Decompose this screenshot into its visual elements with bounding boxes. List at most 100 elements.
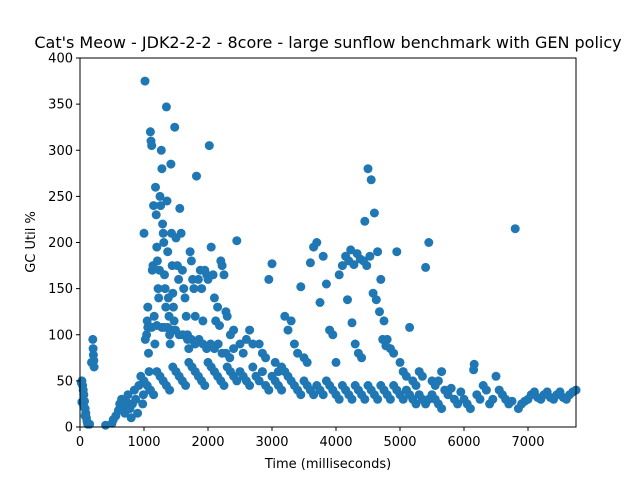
data-point <box>200 381 210 390</box>
data-point <box>232 376 242 386</box>
data-point <box>149 390 159 400</box>
data-point <box>257 367 267 377</box>
data-point <box>149 201 159 211</box>
y-axis-label: GC Util % <box>24 211 39 273</box>
data-point <box>411 381 421 390</box>
data-point <box>254 376 264 386</box>
data-point <box>179 284 189 294</box>
y-tick-label: 50 <box>56 374 73 389</box>
data-point <box>177 265 187 275</box>
data-point <box>469 359 479 369</box>
data-point <box>229 325 239 335</box>
data-point <box>488 394 498 404</box>
data-point <box>142 316 152 326</box>
x-tick-label: 3000 <box>255 435 288 450</box>
data-point <box>123 390 133 400</box>
data-point <box>88 344 98 354</box>
data-point <box>80 411 90 421</box>
data-point <box>156 145 166 155</box>
data-point <box>168 288 178 298</box>
data-point <box>360 394 370 404</box>
data-point <box>158 228 168 238</box>
data-point <box>238 348 248 358</box>
data-point <box>375 307 384 317</box>
data-point <box>302 357 312 367</box>
data-point <box>309 390 319 400</box>
data-point <box>248 362 258 372</box>
data-point <box>175 203 185 213</box>
data-point <box>318 251 328 261</box>
data-point <box>85 419 95 429</box>
data-point <box>156 201 166 211</box>
data-point <box>401 371 411 381</box>
data-point <box>213 302 223 312</box>
data-point <box>296 390 306 400</box>
data-point <box>371 295 381 305</box>
data-point <box>180 293 190 303</box>
x-axis-ticks: 0 1000 2000 3000 4000 5000 6000 7000 <box>76 427 545 450</box>
data-point <box>153 284 163 294</box>
data-point <box>437 367 447 377</box>
data-point <box>160 284 170 294</box>
data-point <box>161 302 171 312</box>
data-point <box>229 344 239 354</box>
data-point <box>235 339 245 349</box>
data-point <box>174 274 184 284</box>
data-point <box>437 404 447 414</box>
y-axis-ticks: 0 50 100 150 200 250 300 350 400 <box>48 52 80 436</box>
data-point <box>373 247 383 257</box>
data-point <box>481 385 491 395</box>
data-point <box>343 295 352 305</box>
data-point <box>267 259 277 269</box>
x-tick-label: 7000 <box>511 435 544 450</box>
data-point <box>162 196 172 206</box>
data-point <box>169 316 179 326</box>
data-point <box>232 236 242 246</box>
x-tick-label: 6000 <box>447 435 480 450</box>
data-point <box>334 394 344 404</box>
data-point <box>491 371 501 381</box>
data-point <box>381 341 391 351</box>
data-point <box>296 282 306 292</box>
data-point <box>143 302 153 312</box>
data-point <box>366 175 376 185</box>
data-point <box>264 274 274 284</box>
data-point <box>331 357 341 367</box>
data-point <box>376 274 386 284</box>
data-point <box>446 383 456 393</box>
data-point <box>79 390 89 400</box>
data-point <box>264 385 274 395</box>
data-point <box>190 311 200 321</box>
data-point <box>312 238 322 247</box>
data-point <box>198 316 208 326</box>
data-point <box>453 399 463 409</box>
data-point <box>277 385 287 395</box>
data-point <box>151 182 160 192</box>
y-tick-label: 150 <box>48 282 73 297</box>
y-tick-label: 400 <box>48 52 73 67</box>
data-point <box>433 376 443 386</box>
data-point <box>475 394 485 404</box>
data-point <box>289 339 299 349</box>
data-point <box>144 367 154 377</box>
data-point <box>421 262 431 272</box>
data-point <box>133 408 143 418</box>
data-point <box>140 76 150 86</box>
data-point <box>170 122 180 132</box>
data-point <box>261 353 271 363</box>
y-tick-label: 350 <box>48 98 73 113</box>
data-point <box>215 321 224 330</box>
data-point <box>208 270 218 280</box>
data-point <box>206 242 216 252</box>
data-point <box>360 216 370 226</box>
data-point <box>349 260 359 270</box>
data-point <box>213 339 223 349</box>
data-point <box>189 284 199 294</box>
data-point <box>217 261 227 271</box>
data-point <box>321 279 331 289</box>
data-point <box>185 247 195 257</box>
data-point <box>337 261 347 271</box>
data-point <box>209 293 219 303</box>
data-point <box>145 127 155 137</box>
